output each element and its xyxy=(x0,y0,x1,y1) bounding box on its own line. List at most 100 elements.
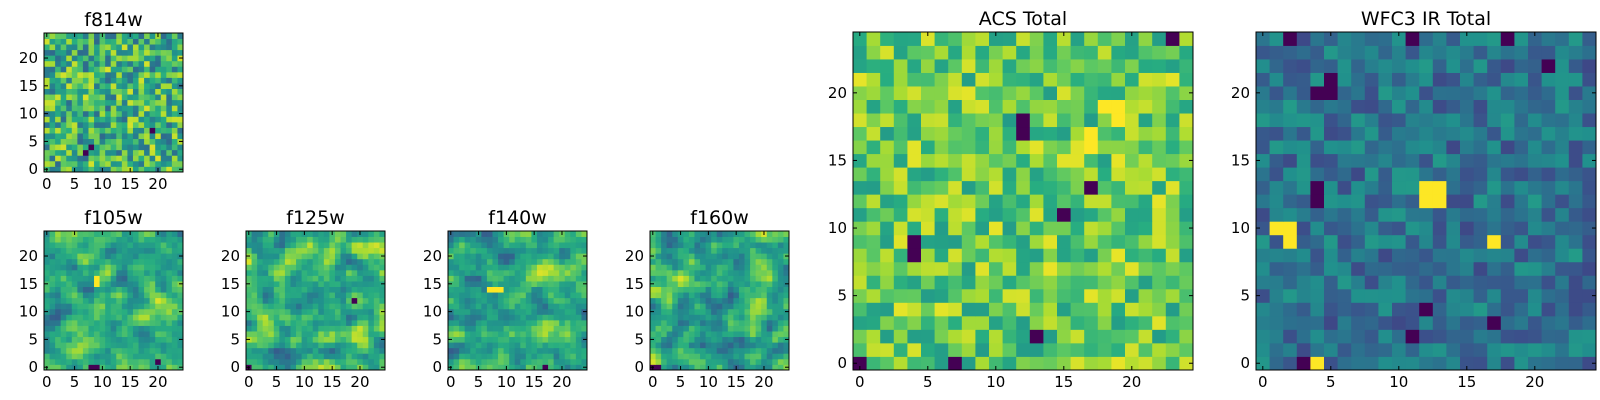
heatmap-cell xyxy=(672,258,679,265)
heatmap-cell xyxy=(323,336,330,343)
heatmap-cell xyxy=(373,303,380,310)
heatmap-cell xyxy=(121,138,128,145)
heatmap-cell xyxy=(481,353,488,360)
heatmap-cell xyxy=(44,342,50,349)
y-tick-label: 20 xyxy=(828,84,847,102)
heatmap-cell xyxy=(570,364,577,371)
heatmap-cell xyxy=(49,94,56,101)
heatmap-cell xyxy=(116,242,123,249)
heatmap-cell xyxy=(975,113,990,128)
heatmap-cell xyxy=(677,319,684,326)
heatmap-cell xyxy=(1419,221,1434,236)
heatmap-cell xyxy=(448,236,454,243)
heatmap-cell xyxy=(716,342,723,349)
heatmap-cell xyxy=(77,292,84,299)
heatmap-cell xyxy=(99,347,106,354)
heatmap-cell xyxy=(475,264,482,271)
heatmap-cell xyxy=(448,347,454,354)
heatmap-cell xyxy=(542,253,549,260)
heatmap-cell xyxy=(1269,261,1284,276)
heatmap-cell xyxy=(155,77,162,84)
heatmap-cell xyxy=(279,292,286,299)
heatmap-cell xyxy=(55,258,62,265)
heatmap-cell xyxy=(373,314,380,321)
heatmap-cell xyxy=(525,247,532,254)
heatmap-cell xyxy=(279,364,286,371)
heatmap-cell xyxy=(88,247,95,254)
heatmap-cell xyxy=(1097,153,1112,168)
heatmap-cell xyxy=(470,286,477,293)
heatmap-cell xyxy=(49,319,56,326)
heatmap-cell xyxy=(301,253,308,260)
heatmap-cell xyxy=(503,292,510,299)
heatmap-cell xyxy=(251,231,258,237)
heatmap-cell xyxy=(453,281,460,287)
heatmap-cell xyxy=(853,248,867,263)
heatmap-cell xyxy=(1541,221,1556,236)
heatmap-cell xyxy=(121,336,128,343)
heatmap-cell xyxy=(105,105,112,112)
heatmap-cell xyxy=(880,329,895,344)
heatmap-cell xyxy=(144,297,151,304)
heatmap-cell xyxy=(677,342,684,349)
heatmap-cell xyxy=(655,269,662,276)
heatmap-cell xyxy=(1405,302,1420,317)
heatmap-cell xyxy=(921,356,935,371)
heatmap-cell xyxy=(273,242,280,249)
heatmap-cell xyxy=(853,140,867,155)
heatmap-cell xyxy=(88,286,95,293)
heatmap-cell xyxy=(127,319,134,326)
heatmap-cell xyxy=(1138,59,1153,73)
heatmap-cell xyxy=(744,303,751,310)
heatmap-cell xyxy=(171,308,178,315)
heatmap-cell xyxy=(777,269,784,276)
heatmap-cell xyxy=(262,231,269,237)
heatmap-cell xyxy=(357,264,364,271)
heatmap-cell xyxy=(273,353,280,360)
heatmap-cell xyxy=(351,258,358,265)
heatmap-cell xyxy=(750,303,757,310)
heatmap-cell xyxy=(570,236,577,243)
heatmap-cell xyxy=(464,314,471,321)
heatmap-cell xyxy=(738,325,745,332)
heatmap-cell xyxy=(1016,72,1031,87)
heatmap-cell xyxy=(766,325,773,332)
heatmap-cell xyxy=(934,234,949,249)
heatmap-cell xyxy=(677,314,684,321)
heatmap-cell xyxy=(77,269,84,276)
heatmap-cell xyxy=(1016,167,1031,182)
heatmap-cell xyxy=(744,275,751,282)
heatmap-cell xyxy=(453,258,460,265)
heatmap-cell xyxy=(334,314,341,321)
heatmap-cell xyxy=(166,275,173,282)
heatmap-cell xyxy=(121,231,128,237)
heatmap-cell xyxy=(1029,329,1044,344)
heatmap-cell xyxy=(99,314,106,321)
heatmap-cell xyxy=(251,247,258,254)
heatmap-cell xyxy=(1528,99,1542,114)
heatmap-cell xyxy=(475,292,482,299)
heatmap-cell xyxy=(1337,275,1352,290)
heatmap-cell xyxy=(486,347,493,354)
heatmap-cell xyxy=(683,342,690,349)
y-tick-label: 15 xyxy=(221,275,240,293)
heatmap-cell xyxy=(155,269,162,276)
heatmap-cell xyxy=(71,94,78,101)
heatmap-cell xyxy=(481,331,488,338)
heatmap-cell xyxy=(1310,207,1325,222)
heatmap-cell xyxy=(1460,32,1474,46)
heatmap-cell xyxy=(1473,234,1488,249)
heatmap-cell xyxy=(509,236,516,243)
heatmap-cell xyxy=(989,59,1003,73)
heatmap-cell xyxy=(531,303,538,310)
heatmap-cell xyxy=(733,269,740,276)
heatmap-cell xyxy=(132,105,139,112)
heatmap-cell xyxy=(464,269,471,276)
heatmap-cell xyxy=(666,275,673,282)
heatmap-cell xyxy=(177,116,184,123)
heatmap-cell xyxy=(542,347,549,354)
heatmap-cell xyxy=(1016,234,1031,249)
heatmap-cell xyxy=(373,264,380,271)
heatmap-cell xyxy=(1138,167,1153,182)
heatmap-cell xyxy=(492,342,499,349)
